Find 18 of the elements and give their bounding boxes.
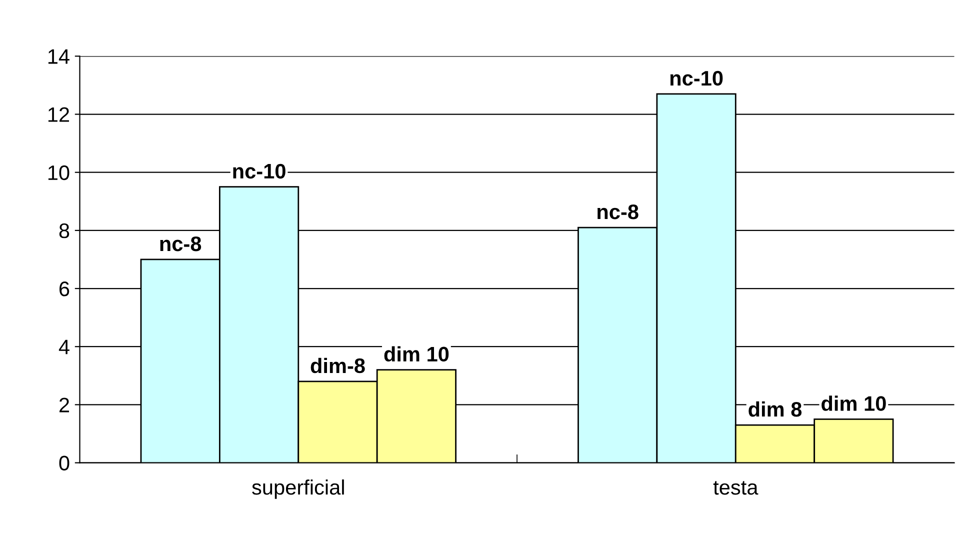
- data-label: dim-8: [310, 358, 365, 374]
- y-tick-label: 10: [48, 165, 70, 180]
- data-label: dim 10: [384, 346, 449, 362]
- data-label: dim 10: [822, 396, 886, 411]
- y-tick-label: 2: [60, 398, 69, 412]
- data-label: nc-8: [160, 236, 202, 252]
- y-tick-label: 6: [60, 282, 70, 296]
- y-tick-label: 14: [48, 49, 70, 64]
- data-label: dim 8: [748, 401, 802, 417]
- y-tick-label: 12: [48, 107, 69, 122]
- y-tick-label: 0: [59, 456, 70, 471]
- data-label: nc-10: [233, 164, 286, 179]
- data-label: nc-10: [670, 70, 723, 86]
- y-tick-label: 4: [58, 340, 70, 354]
- y-tick-label: 8: [59, 223, 70, 238]
- data-label: nc-8: [598, 204, 638, 220]
- x-tick-label: superficial: [252, 479, 344, 499]
- x-tick-label: testa: [713, 481, 758, 495]
